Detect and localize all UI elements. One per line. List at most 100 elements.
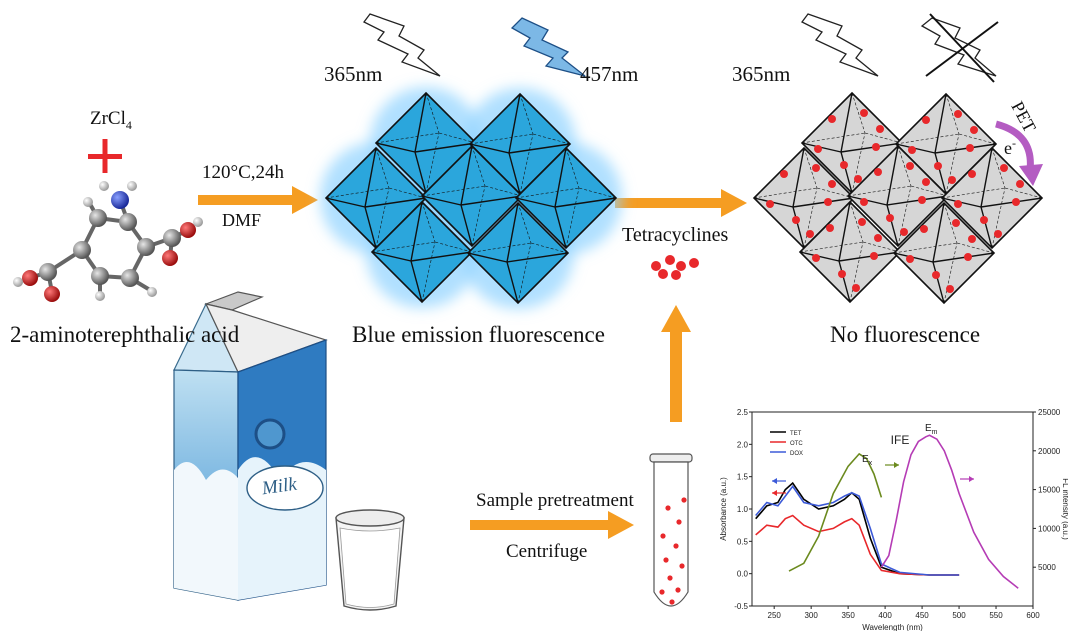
lightning-icon (920, 17, 997, 77)
tetracycline-dot (922, 116, 930, 124)
tetracycline-dot (906, 162, 914, 170)
tetracyclines-label: Tetracyclines (622, 224, 729, 246)
tetracycline-dot (872, 143, 880, 151)
tetracycline-dot (954, 110, 962, 118)
tetracycline-dot (946, 285, 954, 293)
blue-octahedron (420, 144, 524, 248)
tetracycline-dot (854, 175, 862, 183)
ligand-label: 2-aminoterephthalic acid (10, 322, 240, 347)
y-left-tick-label: 0.0 (737, 570, 749, 579)
solvent-label: DMF (222, 210, 262, 230)
tetracycline-dot (838, 270, 846, 278)
blue-octahedron (466, 201, 570, 305)
blue-mof-cluster (324, 91, 618, 305)
centrifuge-label: Centrifuge (506, 541, 588, 562)
test-tube (649, 453, 693, 607)
tetracycline-dot (932, 271, 940, 279)
tetracycline-dot (812, 254, 820, 262)
grey-octahedron (892, 201, 996, 305)
tetracycline-dot (968, 235, 976, 243)
chart-title: IFE (891, 433, 910, 447)
emission-label: 457nm (580, 62, 639, 86)
y-right-tick-label: 25000 (1038, 408, 1061, 417)
tetracycline-dot (814, 145, 822, 153)
y-right-axis-label: FL intensity (a.u.) (1061, 478, 1068, 540)
tetracycline-dot (886, 214, 894, 222)
tetracycline-dot (970, 126, 978, 134)
y-right-tick-label: 10000 (1038, 524, 1061, 533)
lightning-icon (801, 13, 879, 77)
x-tick-label: 450 (915, 611, 929, 620)
y-left-axis-label: Absorbance (a.u.) (719, 477, 728, 541)
tetracycline-dot (876, 125, 884, 133)
y-right-tick-label: 15000 (1038, 486, 1061, 495)
milk-glass (335, 509, 405, 611)
x-tick-label: 600 (1026, 611, 1040, 620)
y-left-tick-label: 1.0 (737, 505, 749, 514)
excitation-label: 365nm (324, 62, 383, 86)
tetracycline-dot (1000, 164, 1008, 172)
y-left-tick-label: 2.5 (737, 408, 749, 417)
tetracycline-dot (920, 225, 928, 233)
tetracycline-dot (954, 200, 962, 208)
tetracycline-dot (1016, 180, 1024, 188)
synthesis-arrow (198, 186, 318, 214)
tetracycline-dot (934, 162, 942, 170)
tetracycline-dot (922, 178, 930, 186)
x-tick-label: 400 (878, 611, 892, 620)
y-right-tick-label: 20000 (1038, 447, 1061, 456)
tetracycline-dot (918, 196, 926, 204)
tetracycline-dot (860, 109, 868, 117)
x-tick-label: 250 (768, 611, 782, 620)
tetracycline-dot (906, 255, 914, 263)
quenched-mof-cluster (752, 91, 1044, 305)
tetracycline-dot (968, 170, 976, 178)
sensing-arrow (615, 189, 747, 217)
legend-label: OTC (790, 441, 803, 447)
tetracycline-dot (812, 164, 820, 172)
x-tick-label: 500 (952, 611, 966, 620)
tetracycline-dot (1012, 198, 1020, 206)
x-tick-label: 350 (841, 611, 855, 620)
tetracycline-dot (966, 144, 974, 152)
y-right-tick-label: 5000 (1038, 563, 1056, 572)
quenched-excitation-label: 365nm (732, 62, 791, 86)
arrowhead (969, 476, 974, 482)
plus-icon (88, 139, 122, 173)
no-fluorescence-caption: No fluorescence (830, 322, 981, 347)
pet-arrowhead-icon (1019, 164, 1043, 186)
pet-arrow-icon (995, 120, 1034, 171)
series-line (755, 514, 960, 576)
tetracycline-dot (824, 198, 832, 206)
y-left-tick-label: -0.5 (734, 602, 748, 611)
pretreatment-arrow (470, 511, 634, 539)
ife-spectra-chart: 250 300 350 400 450 500 550 600 -0.5 0.0 0.5 1.0 1.5… (719, 408, 1068, 631)
tetracycline-dot (852, 284, 860, 292)
electron-label: e- (1004, 136, 1016, 158)
milk-carton (173, 291, 328, 601)
blue-octahedron (514, 146, 618, 250)
arrowhead (772, 490, 777, 496)
tetracycline-dot (948, 176, 956, 184)
lightning-icon (363, 13, 441, 77)
series-line (788, 452, 883, 572)
blue-octahedron (370, 200, 474, 304)
y-left-tick-label: 1.5 (737, 473, 749, 482)
tetracycline-dot (952, 219, 960, 227)
bound-tetracycline-dots (766, 109, 1024, 293)
tetracycline-dot (964, 253, 972, 261)
tetracycline-dot (828, 115, 836, 123)
condition-label: 120°C,24h (202, 162, 285, 183)
tetracycline-dot (806, 230, 814, 238)
tetracycline-dot (858, 218, 866, 226)
zrcl4-label: ZrCl4 (90, 108, 132, 132)
tetracycline-dot (780, 170, 788, 178)
excitation-annotation: Ex (862, 454, 873, 467)
series-line (755, 485, 960, 576)
cross-out-icon (925, 21, 999, 77)
tetracycline-dot (840, 161, 848, 169)
tetracycline-dot (980, 216, 988, 224)
x-tick-label: 300 (804, 611, 818, 620)
y-left-tick-label: 0.5 (737, 537, 749, 546)
